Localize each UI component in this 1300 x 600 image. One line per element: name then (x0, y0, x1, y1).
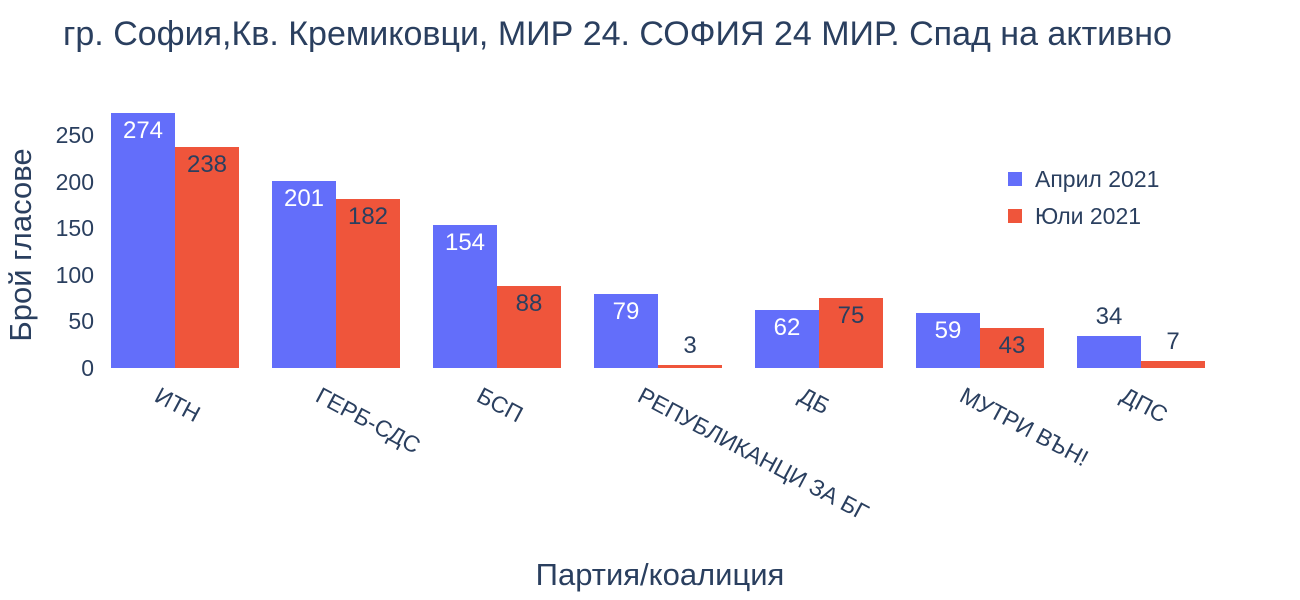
y-tick-label: 250 (55, 122, 94, 149)
bar-april (272, 180, 336, 368)
bar-value-label: 182 (347, 202, 389, 230)
legend: Април 2021 Юли 2021 (1008, 165, 1160, 241)
legend-label: Юли 2021 (1035, 202, 1142, 229)
legend-item-july-2021[interactable]: Юли 2021 (1008, 202, 1159, 229)
bar-value-label: 88 (515, 290, 543, 318)
bar-value-label: 274 (122, 117, 164, 144)
bar-july (1141, 361, 1205, 369)
bar-value-label: 7 (1166, 328, 1180, 356)
x-tick-label: ДПС (1116, 382, 1173, 428)
bar-april (433, 224, 497, 368)
bar-april (111, 113, 175, 368)
bar-value-label: 62 (773, 314, 801, 342)
legend-label: Април 2021 (1035, 165, 1160, 192)
legend-swatch-icon (1008, 172, 1022, 186)
bar-value-label: 154 (444, 228, 486, 256)
x-tick-label: ИТН (150, 382, 205, 428)
bar-value-label: 43 (998, 331, 1026, 359)
x-tick-label: БСП (472, 382, 528, 428)
chart-title: гр. София,Кв. Кремиковци, МИР 24. СОФИЯ … (63, 15, 1172, 53)
bar-april (594, 294, 658, 369)
bar-july (336, 198, 400, 368)
y-tick-label: 200 (55, 168, 94, 195)
bar-value-label: 238 (186, 150, 228, 178)
bar-april (755, 310, 819, 369)
bar-value-label: 201 (283, 184, 325, 212)
y-tick-label: 50 (68, 308, 94, 335)
bar-value-label: 34 (1095, 303, 1123, 331)
bar-july (658, 365, 722, 369)
bar-july (980, 327, 1044, 368)
y-tick-label: 150 (55, 215, 94, 242)
x-tick-label: МУТРИ ВЪН! (955, 382, 1093, 472)
x-tick-label: РЕПУБЛИКАНЦИ ЗА БГ (633, 382, 873, 526)
bar-april (916, 313, 980, 369)
legend-swatch-icon (1008, 209, 1022, 223)
bar-july (175, 146, 239, 368)
bar-value-label: 3 (683, 332, 697, 360)
y-tick-label: 100 (55, 261, 94, 288)
bar-july (819, 298, 883, 369)
bar-value-label: 59 (934, 317, 962, 345)
bar-value-label: 75 (837, 302, 865, 330)
x-tick-label: ДБ (794, 382, 835, 420)
bar-value-label: 79 (612, 298, 640, 326)
legend-item-april-2021[interactable]: Април 2021 (1008, 165, 1160, 192)
bar-july (497, 286, 561, 369)
x-tick-label: ГЕРБ-СДС (311, 382, 425, 459)
y-tick-label: 0 (81, 355, 94, 381)
bar-april (1077, 336, 1141, 369)
x-axis-title: Партия/коалиция (535, 557, 785, 592)
